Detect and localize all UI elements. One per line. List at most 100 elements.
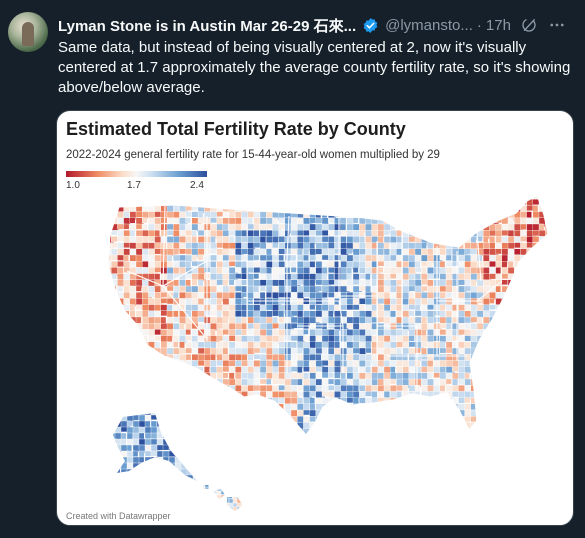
county-cell: [532, 354, 540, 362]
county-cell: [253, 273, 260, 280]
legend-mid-label: 1.7: [127, 180, 141, 191]
more-icon[interactable]: [548, 16, 566, 34]
tweet-media-image[interactable]: Estimated Total Fertility Rate by County…: [56, 110, 574, 526]
county-cell: [235, 195, 242, 203]
county-cell: [464, 434, 471, 435]
county-cell: [346, 199, 353, 206]
county-cell: [166, 416, 173, 425]
county-cell: [290, 267, 297, 273]
county-cell: [228, 347, 236, 355]
county-cell: [383, 230, 390, 236]
county-cell: [538, 391, 545, 399]
county-cell: [452, 211, 459, 217]
county-cell: [216, 199, 226, 208]
county-cell: [197, 298, 205, 305]
county-cell: [445, 428, 454, 435]
county-cell: [259, 292, 266, 300]
county-cell: [123, 372, 130, 379]
county-cell: [180, 426, 186, 433]
county-cell: [166, 195, 174, 200]
county-cell: [156, 414, 164, 421]
county-cell: [501, 378, 508, 387]
county-cell: [210, 248, 217, 255]
county-cell: [489, 347, 499, 358]
timestamp[interactable]: 17h: [485, 16, 511, 34]
county-cell: [433, 217, 444, 226]
county-cell: [520, 378, 527, 385]
county-cell: [495, 341, 502, 349]
county-cell: [148, 378, 156, 389]
county-cell: [439, 217, 446, 225]
county-cell: [111, 409, 119, 420]
county-cell: [224, 490, 231, 497]
county-cell: [470, 397, 478, 404]
county-cell: [236, 506, 243, 511]
county-cell: [359, 230, 365, 237]
county-cell: [129, 199, 137, 207]
county-cell: [464, 335, 472, 342]
county-cell: [495, 428, 504, 435]
county-cell: [328, 428, 335, 435]
county-cell: [402, 205, 411, 214]
county-cell: [365, 360, 371, 368]
grok-icon[interactable]: [520, 16, 538, 34]
county-cell: [532, 347, 538, 357]
county-cell: [144, 462, 154, 472]
county-cell: [228, 486, 235, 493]
county-cell: [290, 195, 300, 199]
county-cell: [439, 372, 447, 380]
county-cell: [204, 422, 214, 429]
county-cell: [377, 403, 387, 411]
county-cell: [483, 279, 491, 287]
county-cell: [108, 223, 111, 233]
handle[interactable]: @lymansto...: [385, 16, 473, 34]
county-cell: [526, 335, 536, 345]
county-cell: [210, 261, 217, 269]
county-cell: [212, 494, 217, 500]
county-cell: [483, 211, 491, 219]
county-cell: [186, 480, 195, 481]
county-cell: [538, 279, 546, 288]
county-cell: [241, 409, 248, 420]
county-cell: [427, 434, 437, 435]
county-cell: [142, 391, 151, 397]
county-cell: [532, 298, 540, 306]
county-cell: [538, 329, 545, 336]
county-cell: [111, 403, 120, 411]
county-cell: [383, 434, 390, 435]
county-cell: [129, 195, 139, 200]
county-cell: [507, 195, 515, 202]
county-cell: [421, 279, 429, 286]
county-cell: [108, 211, 111, 220]
county-cell: [439, 261, 446, 268]
county-cell: [191, 409, 200, 417]
county-cell: [168, 474, 178, 481]
county-cell: [520, 279, 528, 288]
county-cell: [439, 397, 446, 408]
county-cell: [507, 347, 515, 354]
county-cell: [427, 205, 434, 212]
county-cell: [129, 403, 138, 414]
county-cell: [439, 223, 449, 234]
county-cell: [117, 335, 124, 342]
county-cell: [402, 397, 412, 406]
county-cell: [390, 195, 396, 203]
county-cell: [538, 397, 545, 408]
county-cell: [495, 248, 502, 255]
county-cell: [129, 217, 136, 224]
display-name[interactable]: Lyman Stone is in Austin Mar 26-29 石來...: [58, 17, 357, 35]
county-cell: [371, 378, 378, 387]
county-cell: [224, 486, 231, 493]
county-cell: [191, 385, 199, 394]
county-cell: [108, 298, 114, 307]
county-cell: [402, 409, 412, 420]
county-cell: [132, 462, 139, 469]
county-cell: [166, 199, 178, 205]
county-cell: [414, 211, 421, 218]
avatar[interactable]: [8, 12, 48, 52]
county-cell: [520, 391, 530, 397]
county-cell: [538, 323, 547, 332]
county-cell: [545, 254, 548, 263]
county-cell: [476, 236, 483, 242]
county-cell: [545, 279, 548, 286]
